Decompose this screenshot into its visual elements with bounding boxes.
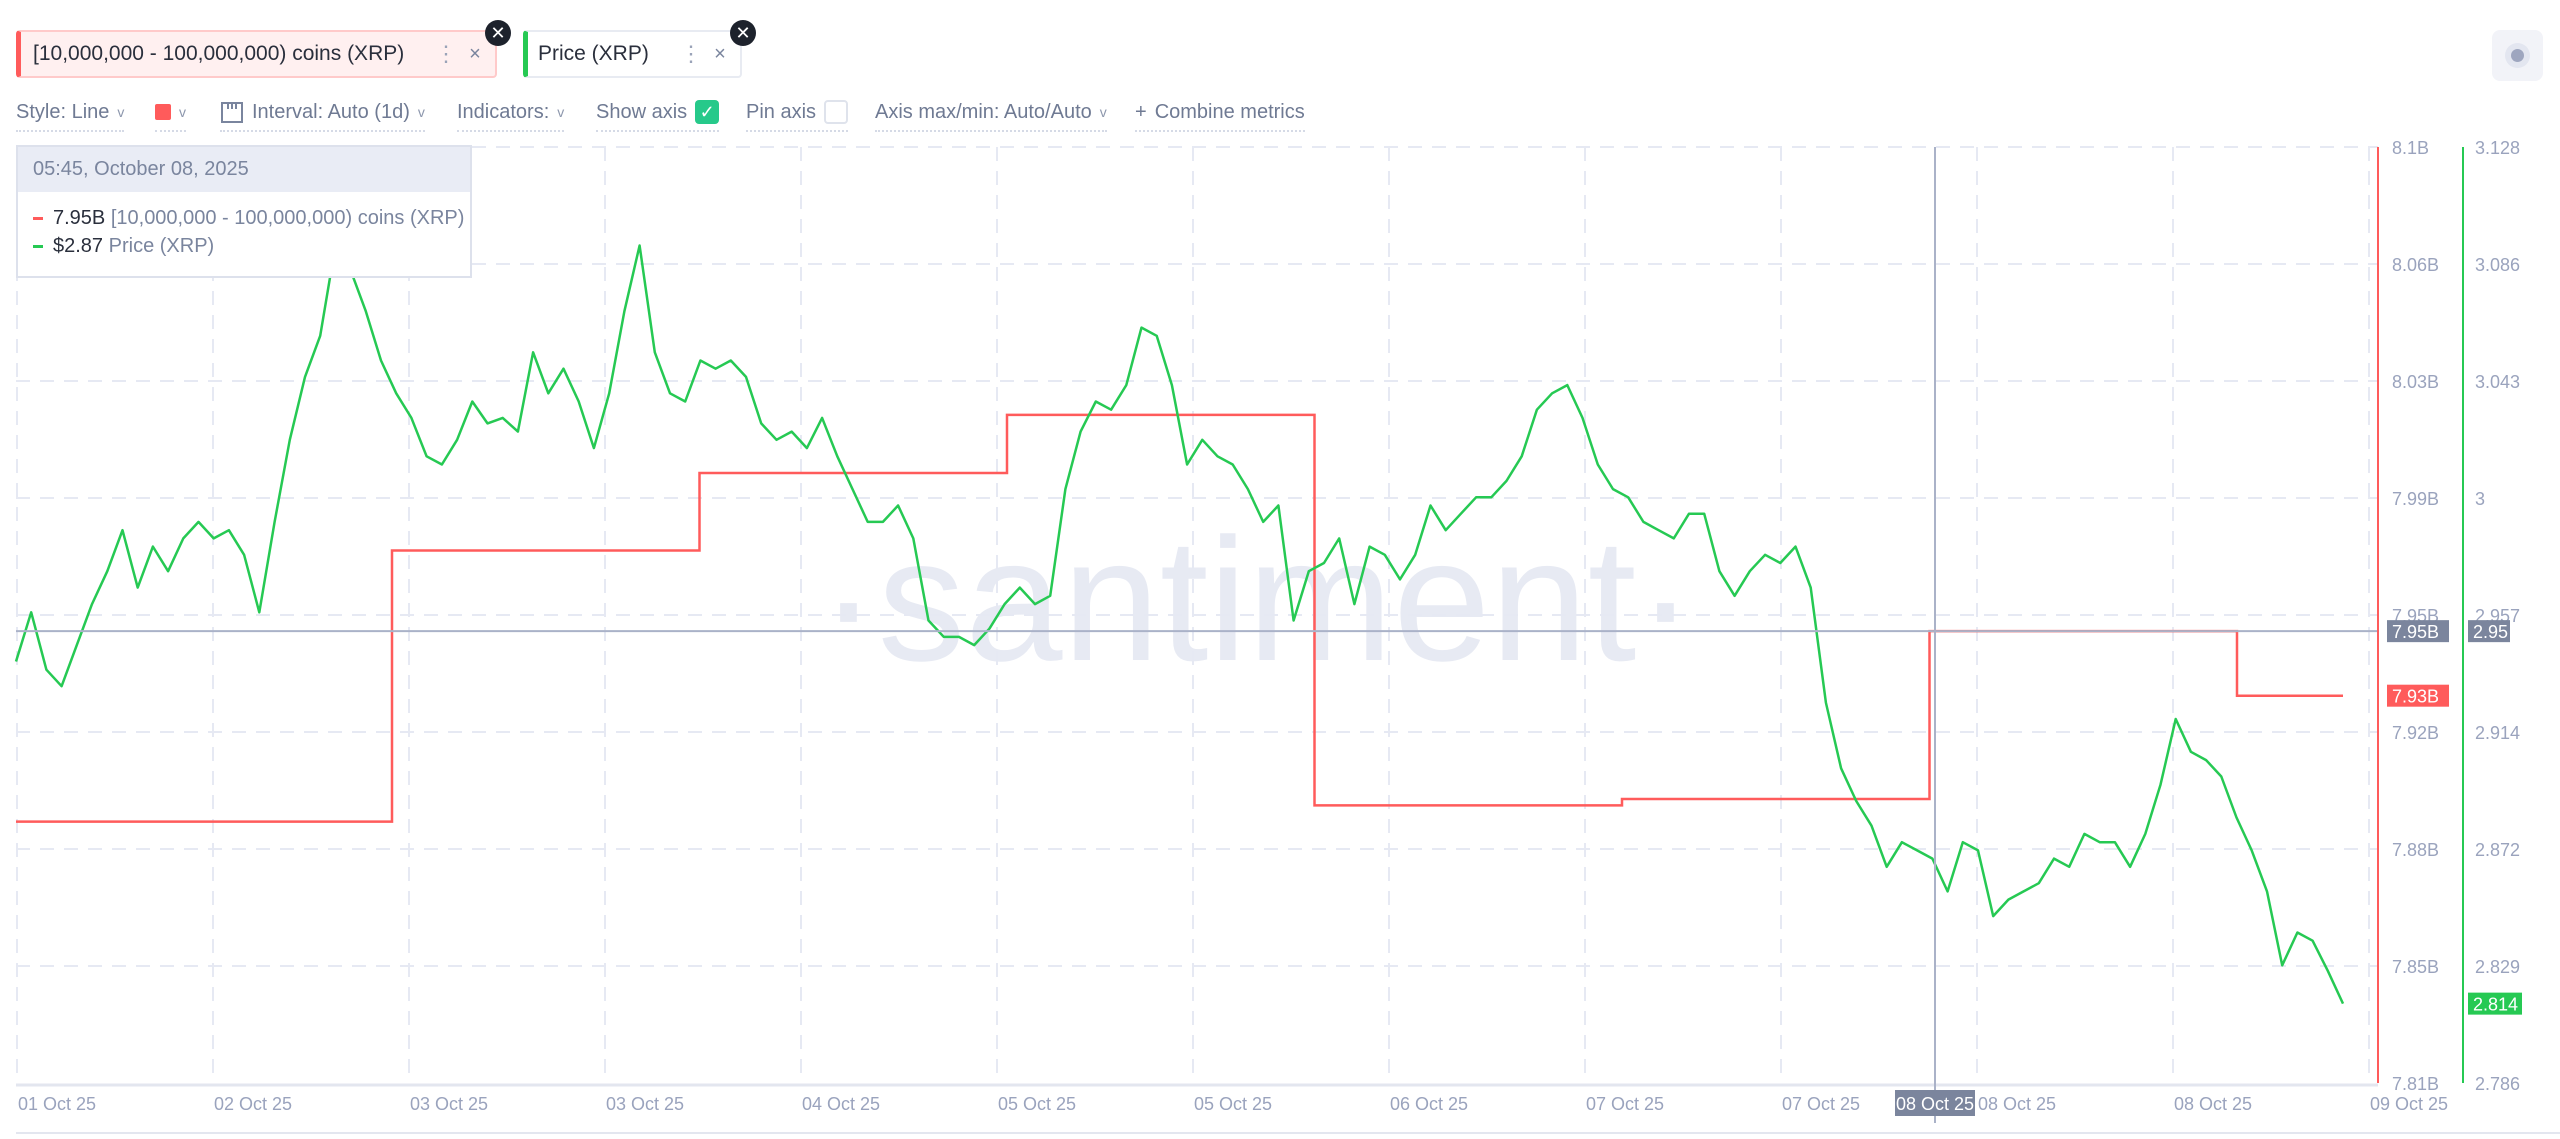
chevron-down-icon: v — [117, 104, 125, 120]
left-axis-tick-label: 7.99B — [2392, 489, 2439, 509]
show-axis-label: Show axis — [596, 100, 688, 123]
x-axis-tick-label: 07 Oct 25 — [1586, 1094, 1664, 1114]
x-axis-hover-bg — [1895, 1090, 1975, 1116]
combine-metrics-label: Combine metrics — [1154, 100, 1305, 123]
right-axis-last-value: 2.814 — [2473, 995, 2518, 1015]
vertical-dots-icon[interactable]: ⋮ — [435, 41, 457, 66]
metric-label: [10,000,000 - 100,000,000) coins (XRP) — [33, 42, 405, 65]
interval-dropdown[interactable]: Interval: Auto (1d) v — [220, 96, 425, 132]
tooltip-row-price: $2.87 Price (XRP) — [18, 232, 470, 260]
x-axis-tick-label: 07 Oct 25 — [1782, 1094, 1860, 1114]
x-axis-tick-label: 08 Oct 25 — [2174, 1094, 2252, 1114]
chevron-down-icon: v — [179, 104, 186, 120]
left-axis-tick-label: 7.85B — [2392, 957, 2439, 977]
x-axis-tick-label: 06 Oct 25 — [1390, 1094, 1468, 1114]
plus-icon: + — [1135, 100, 1147, 123]
hover-tooltip: 05:45, October 08, 2025 7.95B [10,000,00… — [16, 145, 472, 278]
close-icon[interactable]: × — [469, 42, 481, 65]
metric-chip-holders[interactable]: [10,000,000 - 100,000,000) coins (XRP) ⋮… — [16, 20, 511, 78]
series-color-marker — [33, 216, 43, 220]
x-axis-tick-label: 05 Oct 25 — [1194, 1094, 1272, 1114]
x-axis-tick-label: 01 Oct 25 — [18, 1094, 96, 1114]
right-axis-hover-value-bg — [2468, 620, 2510, 643]
axis-maxmin-dropdown[interactable]: Axis max/min: Auto/Auto v — [875, 96, 1107, 132]
calendar-icon — [221, 102, 243, 123]
price-line — [14, 244, 2345, 1005]
left-axis-last-value: 7.93B — [2392, 687, 2439, 707]
left-axis-last-value-bg — [2387, 684, 2449, 707]
right-axis-tick-label: 2.786 — [2475, 1074, 2520, 1094]
left-axis-hover-value: 7.95B — [2392, 622, 2439, 642]
series-color-marker — [33, 244, 43, 248]
record-button[interactable] — [2492, 30, 2543, 81]
style-dropdown[interactable]: Style: Line v — [16, 96, 125, 132]
metric-label: Price (XRP) — [538, 42, 649, 65]
indicators-dropdown[interactable]: Indicators: v — [457, 96, 565, 132]
pin-axis-checkbox[interactable] — [824, 100, 849, 124]
x-axis-tick-label: 04 Oct 25 — [802, 1094, 880, 1114]
pin-axis-label: Pin axis — [746, 100, 817, 123]
indicators-label: Indicators: — [457, 100, 550, 123]
close-icon[interactable]: × — [714, 42, 726, 65]
tooltip-label: [10,000,000 - 100,000,000) coins (XRP) — [110, 207, 465, 229]
axis-maxmin-label: Axis max/min: Auto/Auto — [875, 100, 1092, 123]
right-axis-tick-label: 3.128 — [2475, 138, 2520, 158]
tooltip-label: Price (XRP) — [108, 235, 215, 257]
record-icon — [2505, 43, 2530, 68]
left-axis-tick-label: 7.81B — [2392, 1074, 2439, 1094]
color-swatch — [155, 104, 171, 120]
x-axis-tick-label: 03 Oct 25 — [606, 1094, 684, 1114]
show-axis-checkbox[interactable]: ✓ — [695, 100, 720, 124]
tooltip-value: 7.95B — [53, 207, 106, 229]
color-dropdown[interactable]: v — [155, 96, 186, 132]
show-axis-toggle[interactable]: Show axis ✓ — [596, 96, 720, 132]
metric-chip-price[interactable]: Price (XRP) ⋮ × ✕ — [523, 20, 756, 78]
left-axis-hover-value-bg — [2387, 620, 2449, 643]
right-axis-tick-label: 3 — [2475, 489, 2485, 509]
left-axis-tick-label: 8.1B — [2392, 138, 2429, 158]
combine-metrics-button[interactable]: + Combine metrics — [1135, 96, 1305, 132]
pin-axis-toggle[interactable]: Pin axis — [746, 96, 849, 132]
chevron-down-icon: v — [1099, 104, 1107, 120]
left-axis-tick-label: 7.88B — [2392, 840, 2439, 860]
vertical-dots-icon[interactable]: ⋮ — [680, 41, 702, 66]
left-axis-tick-label: 7.92B — [2392, 723, 2439, 743]
right-axis-hover-value: 2.95 — [2473, 622, 2508, 642]
chevron-down-icon: v — [417, 104, 425, 120]
close-circle-icon[interactable]: ✕ — [730, 20, 756, 46]
x-axis-tick-label: 03 Oct 25 — [410, 1094, 488, 1114]
x-axis-tick-label: 05 Oct 25 — [998, 1094, 1076, 1114]
right-axis-tick-label: 3.086 — [2475, 255, 2520, 275]
right-axis-last-value-bg — [2468, 992, 2522, 1015]
tooltip-value: $2.87 — [53, 235, 104, 257]
interval-label: Interval: Auto (1d) — [252, 100, 410, 123]
watermark-logo: ·santiment· — [819, 503, 1694, 698]
right-axis-tick-label: 3.043 — [2475, 372, 2520, 392]
right-axis-tick-label: 2.829 — [2475, 957, 2520, 977]
chevron-down-icon: v — [557, 104, 565, 120]
tooltip-row-holders: 7.95B [10,000,000 - 100,000,000) coins (… — [18, 204, 470, 232]
x-axis-hover-label: 08 Oct 25 — [1896, 1094, 1974, 1114]
tooltip-date: 05:45, October 08, 2025 — [18, 147, 470, 192]
close-circle-icon[interactable]: ✕ — [485, 20, 511, 46]
right-axis-tick-label: 2.914 — [2475, 723, 2520, 743]
left-axis-tick-label: 8.03B — [2392, 372, 2439, 392]
x-axis-tick-label: 08 Oct 25 — [1978, 1094, 2056, 1114]
right-axis-tick-label: 2.872 — [2475, 840, 2520, 860]
left-axis-tick-label: 8.06B — [2392, 255, 2439, 275]
x-axis-tick-label: 02 Oct 25 — [214, 1094, 292, 1114]
style-label: Style: Line — [16, 100, 110, 123]
x-axis-tick-label: 09 Oct 25 — [2370, 1094, 2448, 1114]
